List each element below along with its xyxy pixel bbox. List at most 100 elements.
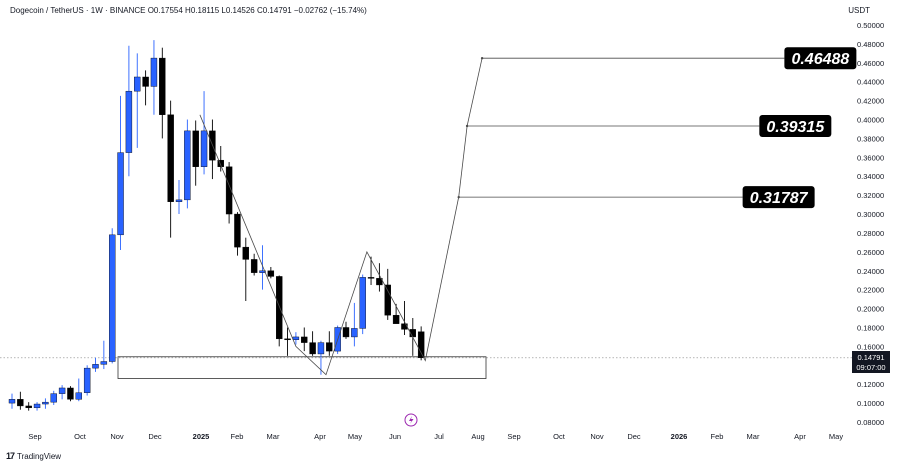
x-tick-label: Nov [590,432,604,441]
x-tick-label: 2025 [193,432,210,441]
candle-up [33,403,41,409]
candle-down [326,342,333,352]
candle-up [83,367,91,393]
candle-down [192,130,199,167]
replay-icon[interactable] [404,413,418,427]
y-tick-label: 0.32000 [857,191,884,200]
y-tick-label: 0.38000 [857,134,884,143]
candle-down [234,213,241,248]
target-label-text: 0.31787 [750,190,809,207]
x-tick-label: Nov [110,432,124,441]
y-tick-label: 0.22000 [857,286,884,295]
x-tick-label: Apr [794,432,806,441]
target-label-box [784,47,857,70]
target-label-text: 0.46488 [791,51,849,68]
candle-up [50,393,57,403]
candle-up [92,364,99,369]
y-tick-label: 0.48000 [857,40,884,49]
candle-down [384,284,391,316]
candle-down [267,270,275,277]
y-tick-label: 0.36000 [857,153,884,162]
x-tick-label: 2026 [671,432,688,441]
price-tag-box [852,351,890,373]
symbol-header[interactable]: Dogecoin / TetherUS · 1W · BINANCE O0.17… [10,6,367,15]
candle-down [159,57,166,115]
candle-up [117,152,124,236]
target-dot [457,195,460,199]
x-tick-label: Feb [231,432,244,441]
y-tick-label: 0.44000 [857,78,884,87]
candle-up [42,401,49,405]
y-tick-label: 0.26000 [857,248,884,257]
candle-up [317,342,325,355]
x-tick-label: Feb [711,432,724,441]
y-tick-label: 0.28000 [857,229,884,238]
candle-down [17,399,24,407]
y-tick-label: 0.50000 [857,21,884,30]
candle-down [309,342,316,355]
candle-down [242,246,250,260]
projection-path [199,58,483,376]
candle-up [125,90,133,153]
y-tick-label: 0.12000 [857,380,884,389]
price-tag: 0.14791 09:07:00 [852,351,890,373]
x-tick-label: Jul [434,432,444,441]
candle-up [351,328,358,338]
candle-up [175,199,183,202]
x-tick-label: Oct [553,432,566,441]
candle-down [142,76,149,87]
y-tick-label: 0.42000 [857,97,884,106]
tradingview-footer[interactable]: 17 TradingView [6,451,61,461]
candle-up [100,361,108,365]
target-label-box [759,114,832,137]
candle-up [200,130,208,167]
y-tick-label: 0.20000 [857,305,884,314]
candle-up [58,387,66,394]
target-dot [480,56,484,60]
target-lines: 0.31787 0.39315 0.46488 [457,47,857,209]
y-tick-label: 0.30000 [857,210,884,219]
x-tick-label: Mar [747,432,760,441]
candle-down [67,387,74,400]
candle-down [417,331,425,359]
target-dot [465,124,469,128]
x-tick-label: May [348,432,362,441]
y-tick-label: 0.40000 [857,116,884,125]
target-label-text: 0.39315 [766,119,825,136]
candle-up [150,57,158,87]
currency-label: USDT [848,6,870,15]
y-tick-label: 0.10000 [857,399,884,408]
candle-down [342,327,350,338]
brand-label: TradingView [17,451,62,461]
x-tick-label: Oct [74,432,87,441]
pattern-path [199,58,483,376]
ohlc-values: O0.17554 H0.18115 L0.14526 C0.14791 −0.0… [147,6,367,15]
x-tick-label: Aug [471,432,484,441]
candle-up [134,76,141,92]
candle-up [359,277,366,329]
symbol-title[interactable]: Dogecoin / TetherUS · 1W · BINANCE [10,6,146,15]
candle-down [367,277,375,279]
x-axis[interactable]: Sep Oct Nov Dec 2025 Feb Mar Apr May Jun Jul Aug Sep… [28,432,843,441]
candle-down [301,336,308,343]
candle-down [376,278,383,286]
candles [8,40,425,411]
x-tick-label: Apr [314,432,326,441]
y-tick-label: 0.24000 [857,267,884,276]
y-tick-label: 0.46000 [857,59,884,68]
price-tag-price: 0.14791 [857,353,884,362]
support-zone-box [117,356,487,379]
x-tick-label: Sep [28,432,41,441]
candle-down [276,276,283,340]
candle-down [225,166,233,215]
y-tick-label: 0.18000 [857,323,884,332]
y-tick-label: 0.08000 [857,418,884,427]
tradingview-logo-icon: 17 [6,451,15,461]
candle-down [392,314,400,324]
candle-up [8,399,16,404]
candle-up [259,270,266,273]
x-tick-label: Jun [389,432,401,441]
x-tick-label: Dec [148,432,162,441]
y-tick-label: 0.34000 [857,172,884,181]
